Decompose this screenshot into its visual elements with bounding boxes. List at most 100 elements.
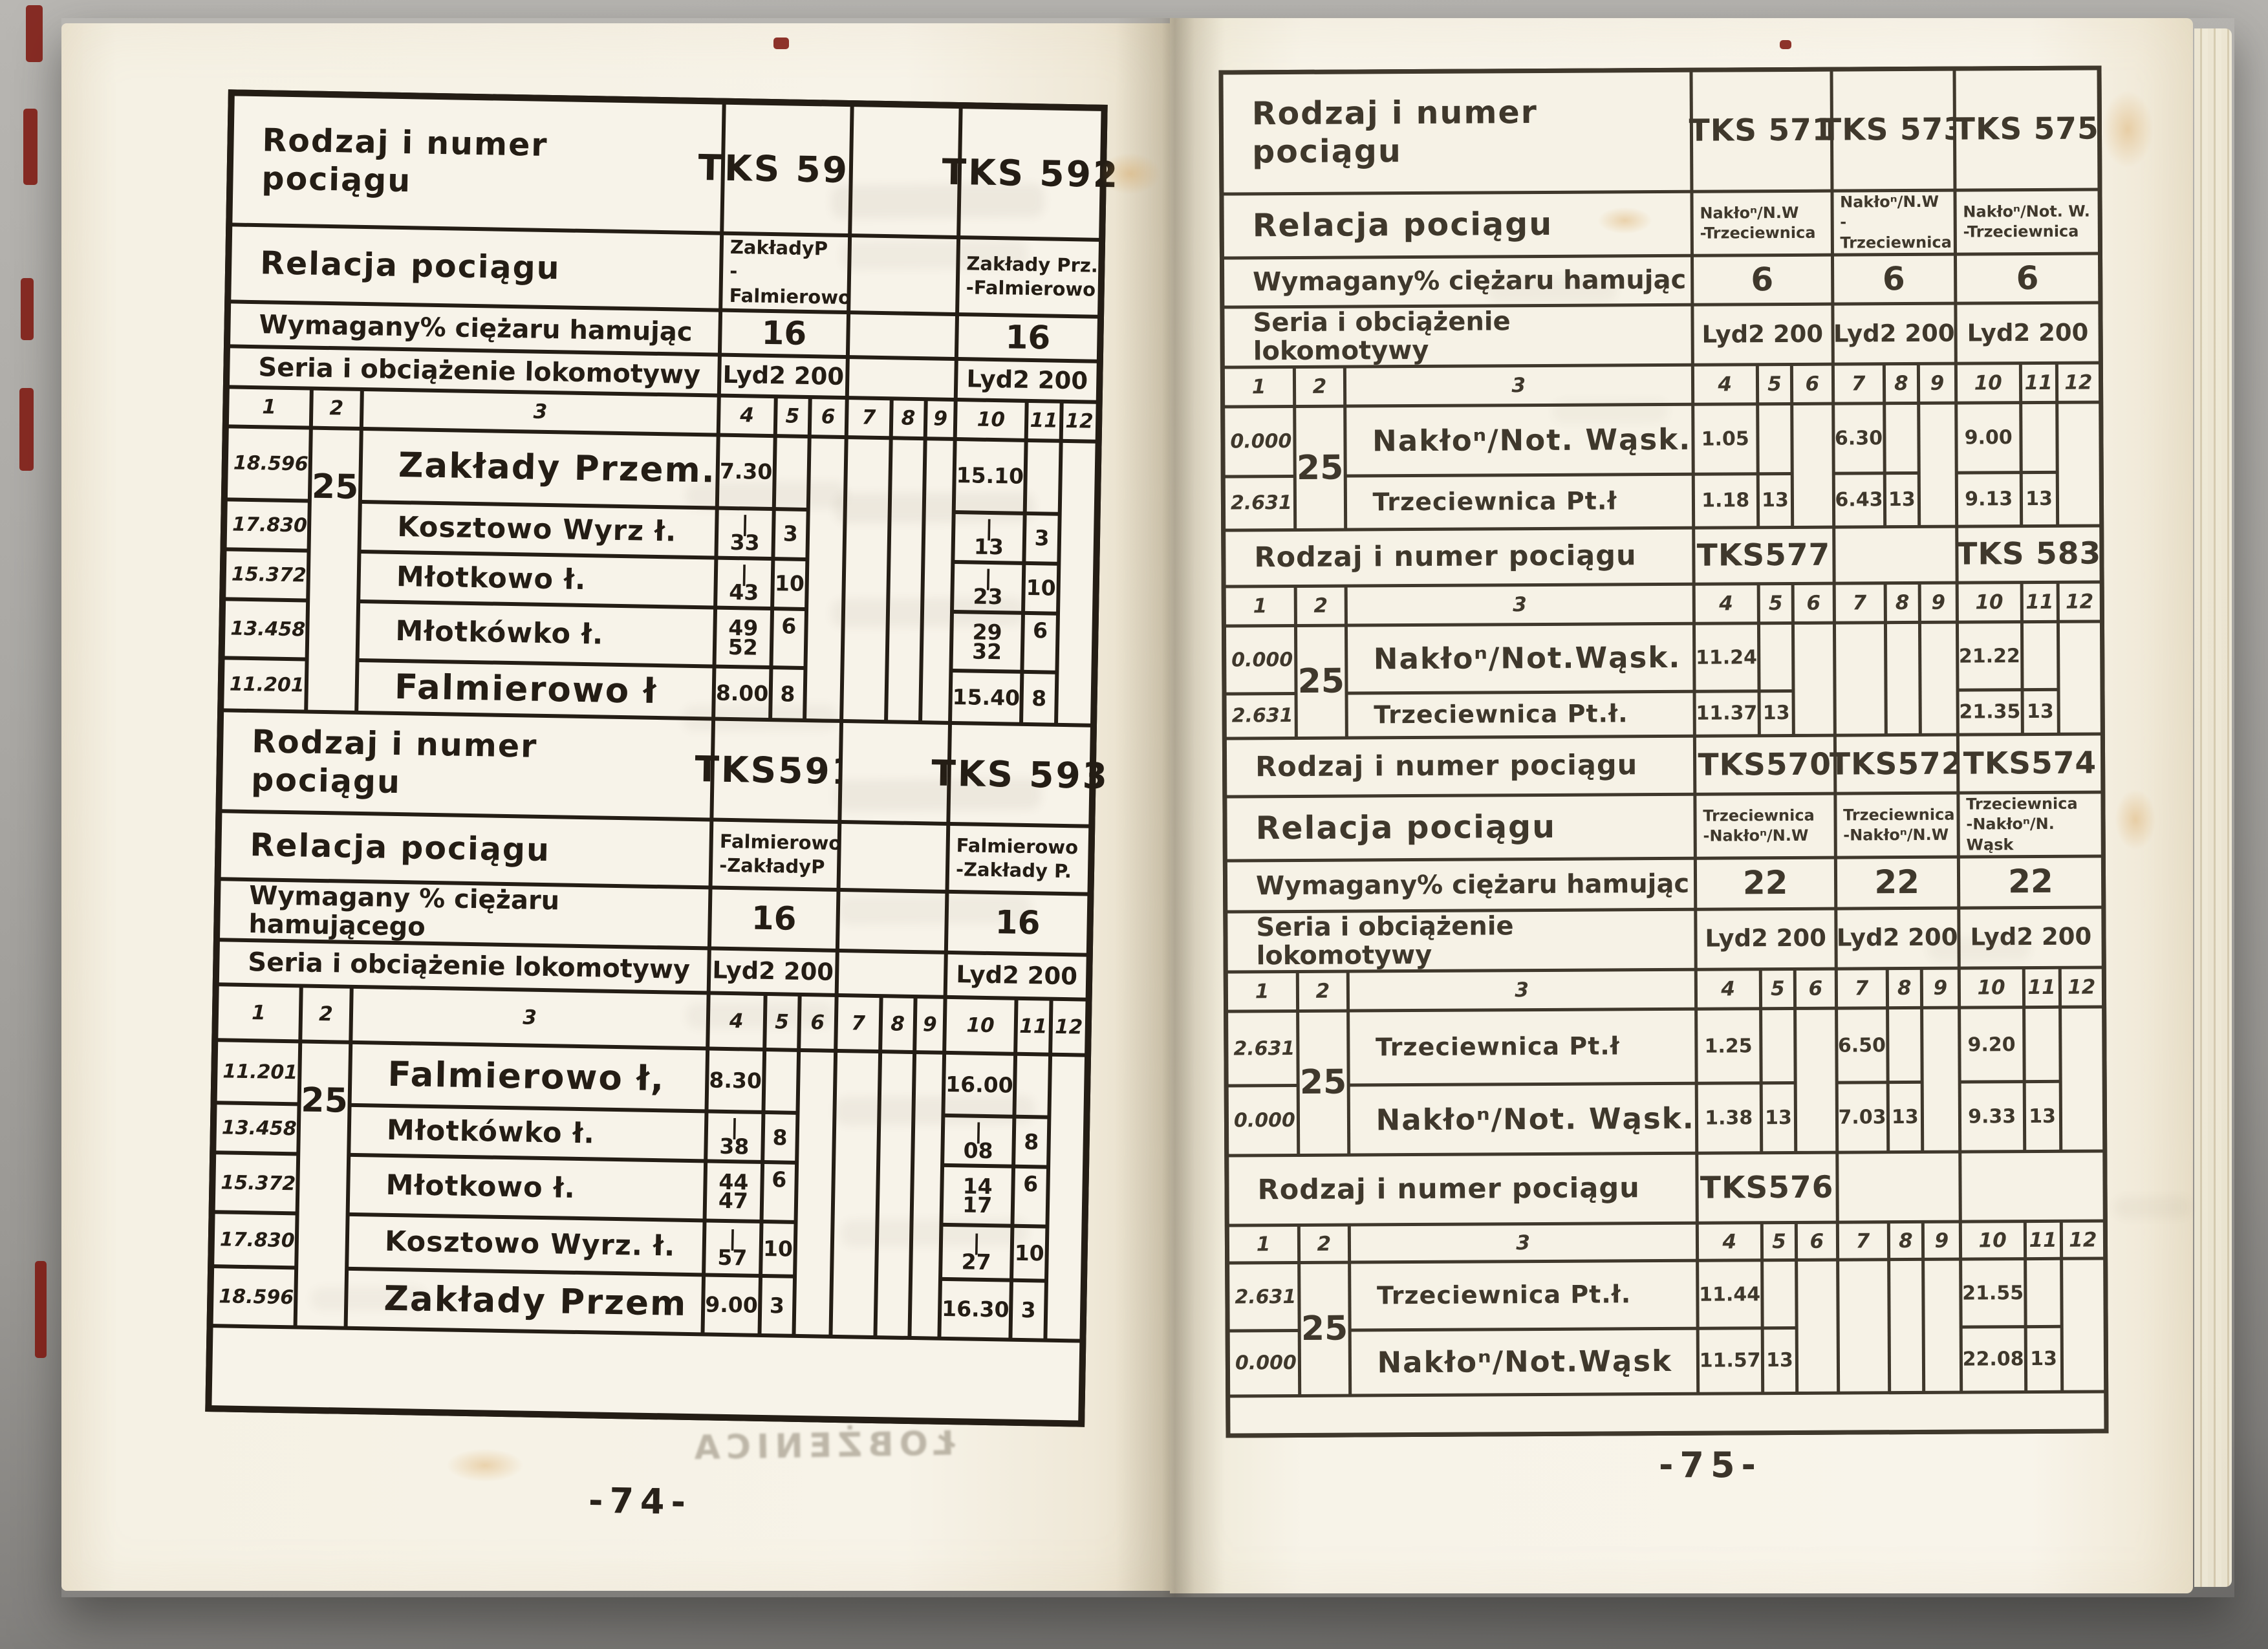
empty-cell: [1763, 1262, 1795, 1326]
column-number: 2: [302, 987, 350, 1041]
time-value: 6.43: [1835, 474, 1883, 526]
empty-strip: [211, 1328, 1080, 1421]
station-name: Kosztowo Wyrz ł.: [361, 503, 715, 556]
km-post: 2.631: [1225, 477, 1294, 529]
column-number: 8: [1885, 365, 1917, 402]
loco-series: Lyd2 200: [1694, 305, 1831, 363]
column-number: 11: [1028, 402, 1060, 439]
row-label-loco-series: Seria i obciążenie lokomotywy: [229, 348, 718, 394]
km-post: 11.201: [224, 660, 305, 710]
time-value: 1.25: [1697, 1010, 1760, 1083]
empty-cell: [2061, 1008, 2103, 1150]
dwell-minutes: 10: [1025, 565, 1057, 612]
empty-cell: [848, 359, 955, 398]
time-value: | 08: [944, 1117, 1013, 1165]
column-number: 7: [1837, 969, 1886, 1007]
column-number: 1: [228, 389, 310, 426]
route-relation: Trzeciewnica -Nakłoⁿ/N.W: [1696, 795, 1834, 857]
km-post: 18.596: [213, 1268, 294, 1326]
empty-cell: [1961, 1152, 2103, 1221]
row-label-train-number: Rodzaj i numer pociągu: [222, 712, 712, 818]
empty-cell: [1057, 442, 1096, 724]
red-edge-mark: [35, 1261, 47, 1358]
paper-stain: [2102, 91, 2154, 168]
time-value: 1.05: [1694, 405, 1756, 473]
time-value: 21.35: [1959, 691, 2021, 733]
column-number: 2: [1299, 973, 1346, 1010]
dwell-minutes: 6: [1024, 614, 1056, 671]
column-number: 7: [1839, 1223, 1887, 1258]
station-name: Młotkówko ł.: [351, 1107, 705, 1159]
empty-cell: [1758, 405, 1791, 472]
bleed-through-smudge: [837, 894, 1032, 925]
empty-cell: [1793, 405, 1832, 526]
dwell-minutes: 13: [1760, 692, 1793, 734]
column-number: 3: [1347, 585, 1692, 625]
train-count: 25: [1299, 1012, 1347, 1154]
empty-cell: [1835, 528, 1956, 582]
row-label-brake-weight: Wymagany % ciężaru hamującego: [220, 881, 709, 947]
time-value: 9.20: [1960, 1009, 2023, 1081]
column-number: 1: [1226, 587, 1295, 625]
train-count: 25: [297, 1043, 349, 1326]
loco-series: Lyd2 200: [720, 357, 846, 396]
empty-cell: [1798, 1261, 1837, 1392]
bleed-through-smudge: [834, 778, 1042, 812]
time-value: 9.13: [1958, 473, 2020, 525]
page-number-left: -74-: [588, 1480, 693, 1523]
train-number: TKS 590: [698, 104, 876, 233]
empty-cell: [1839, 1261, 1888, 1392]
column-number: 9: [927, 401, 954, 437]
time-value: 9.33: [1961, 1083, 2023, 1150]
column-number: 2: [1296, 368, 1343, 405]
empty-cell: [1885, 405, 1917, 471]
brake-weight-value: 16: [711, 889, 837, 949]
dwell-minutes: 13: [1762, 1084, 1795, 1151]
bleed-through-smudge: [2113, 1196, 2192, 1219]
row-label-loco-series: Seria i obciążenie lokomotywy: [1227, 911, 1694, 971]
empty-cell: [1795, 625, 1833, 734]
dwell-minutes: 8: [1015, 1119, 1048, 1166]
column-number: 6: [811, 399, 845, 435]
paper-stain: [1597, 207, 1652, 234]
column-number: 5: [1762, 970, 1794, 1008]
bleed-through-smudge: [685, 480, 848, 510]
red-edge-mark: [773, 38, 789, 49]
empty-cell: [1920, 405, 1955, 525]
column-number: 12: [2061, 969, 2102, 1006]
column-number: 11: [2023, 583, 2057, 621]
time-value: 1.18: [1694, 475, 1756, 526]
red-edge-mark: [23, 109, 38, 185]
station-name: Młotkówko ł.: [359, 603, 714, 665]
empty-cell: [840, 824, 947, 890]
time-value: 49 52: [716, 609, 770, 666]
column-number: 1: [1224, 368, 1293, 405]
time-value: 14 17: [943, 1167, 1012, 1224]
column-number: 7: [848, 400, 890, 436]
column-number: 12: [2062, 1222, 2104, 1258]
station-name: Kosztowo Wyrz. ł.: [349, 1216, 703, 1273]
train-number: TKS570: [1696, 737, 1833, 793]
time-value: | 38: [707, 1113, 761, 1161]
route-relation: ZakładyP -Falmierowo: [722, 235, 851, 310]
row-label-train-number: Rodzaj i numer pociągu: [1226, 529, 1692, 585]
station-name: Trzeciewnica Pt.ł.: [1350, 1262, 1696, 1329]
time-value: 15.40: [952, 673, 1021, 722]
column-number: 4: [1698, 1224, 1760, 1260]
bleed-through-smudge: [1927, 937, 2031, 962]
column-number: 6: [1798, 1224, 1836, 1259]
dwell-minutes: 10: [773, 561, 806, 607]
route-relation: Nakłoⁿ/N.W -Trzeciewnica: [1693, 192, 1831, 254]
station-name: Trzeciewnica Pt.ł: [1349, 1010, 1695, 1084]
route-relation: Nakłoⁿ/Not. W. -Trzeciewnica: [1956, 191, 2098, 253]
time-value: 22.08: [1962, 1328, 2024, 1391]
column-number: 9: [916, 998, 944, 1051]
km-post: 17.830: [214, 1214, 296, 1266]
dwell-minutes: 8: [1023, 674, 1055, 723]
station-name: Nakłoⁿ/Not. Wąsk.: [1350, 1085, 1696, 1154]
bleed-through-smudge: [1552, 399, 1669, 424]
brake-weight-value: 6: [1833, 255, 1954, 303]
red-edge-mark: [1780, 40, 1791, 49]
bleed-through-smudge: [840, 1218, 1029, 1247]
column-number: 12: [1052, 1001, 1086, 1054]
